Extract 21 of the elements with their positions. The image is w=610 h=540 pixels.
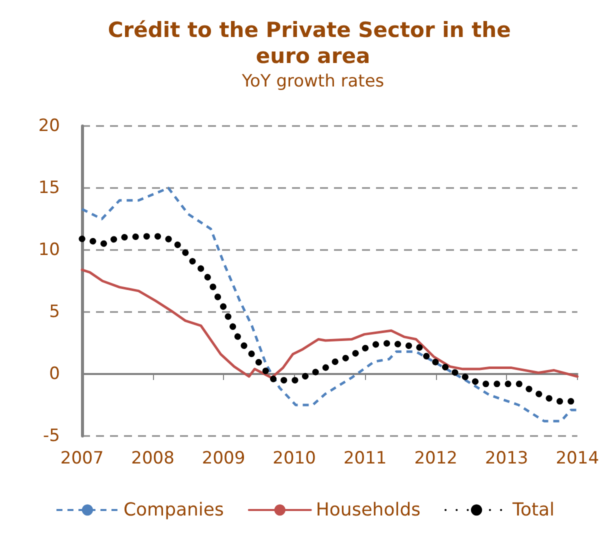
y-tick-label: 15 (38, 178, 60, 198)
x-tick-label: 2010 (272, 448, 316, 468)
line-series (80, 186, 579, 422)
legend-label: Households (316, 500, 421, 520)
x-tick-label: 2009 (202, 448, 246, 468)
y-tick-label: 0 (49, 364, 60, 384)
chart-title: Crédit to the Private Sector in the euro area (108, 18, 518, 68)
x-tick-label: 2013 (484, 448, 528, 468)
y-tick-label: 10 (38, 240, 60, 260)
legend-label: Total (512, 500, 555, 520)
y-tick-label: -5 (43, 426, 60, 446)
y-tick-label: 20 (38, 116, 60, 136)
x-tick-label: 2014 (556, 448, 599, 468)
y-tick-label: 5 (49, 302, 60, 322)
x-tick-label: 2007 (60, 448, 104, 468)
legend-label: Companies (123, 500, 224, 520)
chart-subtitle: YoY growth rates (240, 72, 384, 92)
x-tick-label: 2011 (343, 448, 387, 468)
line-series (80, 268, 579, 379)
x-tick-label: 2012 (414, 448, 458, 468)
x-tick-label: 2008 (131, 448, 174, 468)
